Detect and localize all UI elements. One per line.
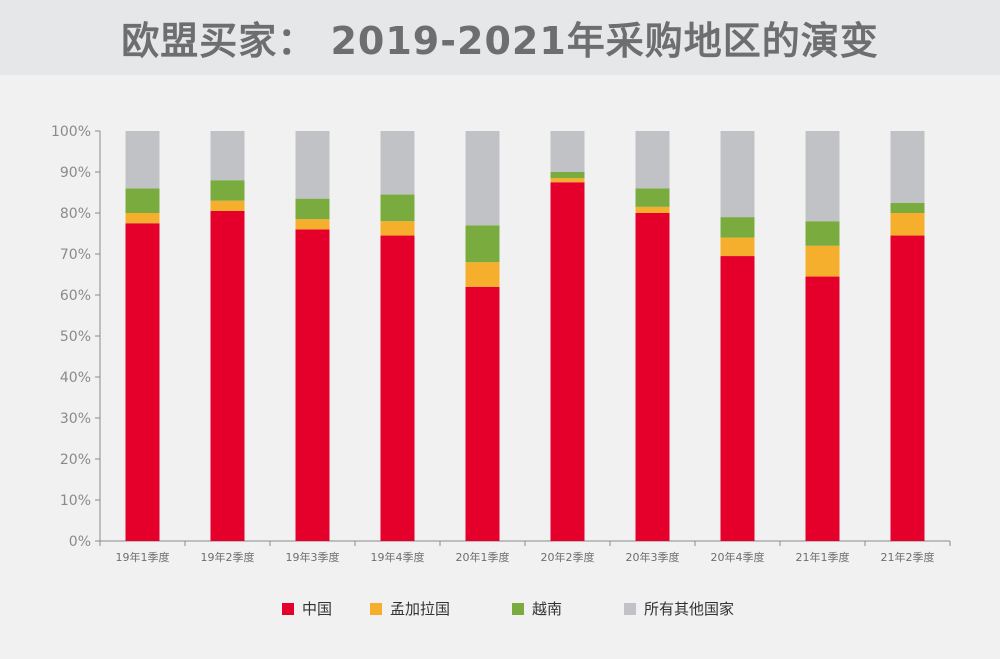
legend-swatch-vietnam — [512, 602, 524, 615]
bar-segment — [465, 286, 500, 541]
bar-segment — [550, 172, 585, 179]
x-tick-label: 21年1季度 — [796, 550, 850, 564]
bar-segment — [465, 262, 500, 287]
bar-segment — [720, 256, 755, 541]
legend: 中国 孟加拉国 越南 所有其他国家 — [0, 598, 1000, 626]
x-tick-label: 19年4季度 — [371, 550, 425, 564]
x-tick-label: 19年3季度 — [286, 550, 340, 564]
legend-swatch-others — [624, 602, 636, 615]
x-tick-label: 20年3季度 — [626, 550, 680, 564]
y-tick-label: 80% — [60, 206, 91, 222]
bar-segment — [635, 206, 670, 213]
legend-swatch-china — [282, 602, 294, 615]
bar-segment — [890, 213, 925, 236]
bar-segment — [550, 178, 585, 183]
bar-segment — [125, 213, 160, 224]
y-tick-label: 10% — [60, 493, 91, 509]
bar-segment — [295, 219, 330, 230]
bar-segment — [125, 188, 160, 213]
legend-item-china: 中国 — [282, 598, 332, 619]
y-tick-label: 30% — [60, 411, 91, 427]
bar-segment — [635, 213, 670, 541]
bar-segment — [295, 229, 330, 541]
legend-swatch-bangladesh — [370, 602, 382, 615]
bar-segment — [125, 131, 160, 189]
x-tick-label: 20年1季度 — [456, 550, 510, 564]
legend-item-others: 所有其他国家 — [624, 598, 734, 619]
x-tick-label: 20年2季度 — [541, 550, 595, 564]
bar-segment — [805, 131, 840, 222]
bar-segment — [805, 245, 840, 277]
y-tick-label: 60% — [60, 288, 91, 304]
y-tick-label: 40% — [60, 370, 91, 386]
chart-title: 欧盟买家： 2019-2021年采购地区的演变 — [121, 19, 879, 63]
legend-label-vietnam: 越南 — [532, 600, 563, 618]
bar-segment — [210, 180, 245, 201]
bar-segment — [890, 235, 925, 542]
y-tick-label: 20% — [60, 452, 91, 468]
y-tick-label: 90% — [60, 165, 91, 181]
y-tick-label: 0% — [69, 534, 91, 550]
title-bar: 欧盟买家： 2019-2021年采购地区的演变 — [0, 0, 1000, 75]
bar-segment — [380, 235, 415, 542]
bar-segment — [720, 217, 755, 238]
legend-item-bangladesh: 孟加拉国 — [370, 598, 450, 619]
bar-segment — [635, 188, 670, 207]
bar-segment — [465, 131, 500, 226]
bar-segment — [210, 200, 245, 211]
legend-label-china: 中国 — [302, 600, 333, 618]
x-tick-label: 19年2季度 — [201, 550, 255, 564]
bar-segment — [210, 210, 245, 541]
y-tick-label: 50% — [60, 329, 91, 345]
bar-segment — [890, 202, 925, 213]
legend-item-vietnam: 越南 — [512, 598, 562, 619]
legend-label-bangladesh: 孟加拉国 — [390, 600, 451, 618]
bar-segment — [720, 131, 755, 218]
bar-segment — [550, 131, 585, 172]
y-tick-label: 100% — [51, 124, 91, 140]
bar-segment — [380, 194, 415, 222]
bar-segment — [210, 131, 245, 181]
bar-segment — [125, 223, 160, 541]
bar-segment — [295, 198, 330, 220]
y-tick-label: 70% — [60, 247, 91, 263]
x-tick-label: 20年4季度 — [711, 550, 765, 564]
bar-segment — [720, 237, 755, 257]
bar-segment — [550, 182, 585, 541]
bar-segment — [805, 276, 840, 541]
bar-segment — [805, 221, 840, 246]
legend-label-others: 所有其他国家 — [644, 600, 735, 618]
x-tick-label: 21年2季度 — [881, 550, 935, 564]
bar-segment — [890, 131, 925, 203]
bar-segment — [295, 131, 330, 199]
bar-segment — [380, 131, 415, 195]
x-tick-label: 19年1季度 — [116, 550, 170, 564]
bar-segment — [380, 221, 415, 236]
bar-segment — [635, 131, 670, 189]
bar-segment — [465, 225, 500, 263]
